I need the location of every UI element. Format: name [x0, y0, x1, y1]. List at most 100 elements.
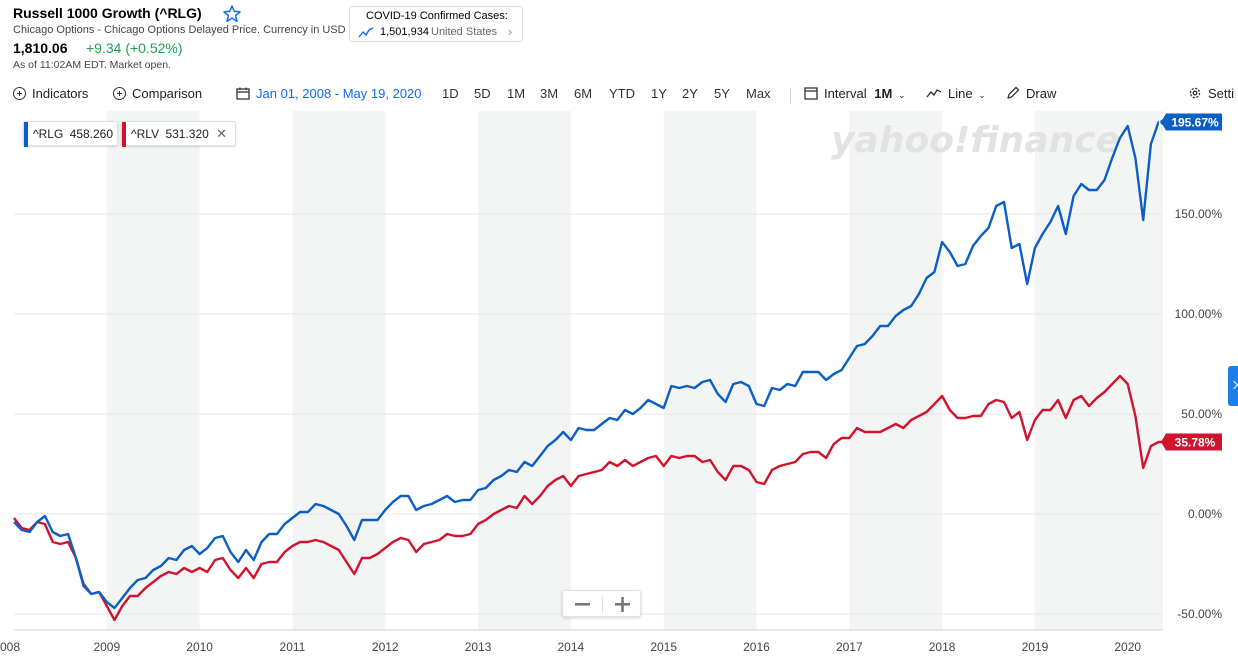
x-tick-label: 2017	[836, 640, 863, 654]
quote-price: 1,810.06	[13, 40, 68, 56]
x-tick-label: 008	[0, 640, 20, 654]
x-axis-labels: 008 2009 2010 2011 2012 2013 2014 2015 2016 2017 2…	[0, 640, 1141, 654]
y-axis-labels: 150.00% 100.00% 50.00% 0.00% -50.00%	[1175, 207, 1223, 621]
chevron-down-icon: ⌄	[978, 90, 986, 100]
comparison-button[interactable]: Comparison	[113, 86, 202, 101]
zoom-out-button[interactable]	[563, 591, 602, 618]
quote-subtitle: Chicago Options - Chicago Options Delaye…	[13, 24, 346, 36]
star-outline-icon[interactable]	[222, 4, 242, 24]
year-bands	[106, 111, 1163, 630]
x-tick-label: 2011	[280, 640, 306, 654]
legend-rlg-swatch	[24, 122, 28, 147]
interval-label: Interval	[824, 86, 867, 101]
calendar-icon	[236, 87, 250, 100]
x-tick-label: 2010	[186, 640, 213, 654]
year-band-2015	[663, 111, 757, 630]
range-ytd[interactable]: YTD	[609, 86, 635, 101]
grid-lines	[14, 213, 1163, 631]
covid-location: United States	[431, 26, 498, 38]
legend-rlg[interactable]: ^RLG 458.260	[23, 121, 118, 147]
legend-rlg-symbol: ^RLG	[33, 127, 64, 141]
x-tick-label: 2012	[372, 640, 399, 654]
year-band-2013	[478, 111, 571, 630]
candle-interval-icon	[804, 87, 818, 100]
chart-type-label: Line	[948, 86, 973, 101]
comparison-label: Comparison	[132, 86, 203, 101]
y-tick-label: -50.00%	[1177, 607, 1222, 621]
plus-icon	[615, 597, 630, 612]
covid-widget[interactable]: COVID-19 Confirmed Cases: 1,501,934 Unit…	[349, 6, 523, 42]
legend-rlg-value: 458.260	[69, 127, 114, 141]
yahoo-finance-watermark: yahoo!finance	[831, 120, 1120, 161]
range-max[interactable]: Max	[746, 86, 771, 101]
settings-label: Setti	[1208, 86, 1235, 101]
last-value-badge-rlv	[1161, 433, 1222, 451]
draw-button[interactable]: Draw	[1006, 86, 1056, 101]
year-band-2017	[849, 111, 943, 630]
legend-rlv-value: 531.320	[165, 127, 209, 141]
x-tick-label: 2014	[558, 640, 585, 654]
range-1d[interactable]: 1D	[442, 86, 459, 101]
zoom-in-button[interactable]	[603, 591, 642, 618]
trend-line-icon	[358, 27, 374, 38]
series-line-rlg	[13, 120, 1163, 610]
range-6m[interactable]: 6M	[574, 86, 593, 101]
year-band-2011	[292, 111, 386, 630]
range-5y[interactable]: 5Y	[714, 86, 730, 101]
x-tick-label: 2015	[650, 640, 677, 654]
quote-as-of: As of 11:02AM EDT. Market open.	[13, 59, 171, 71]
remove-comparison-icon[interactable]: ✕	[216, 126, 227, 141]
zoom-controls	[562, 590, 641, 617]
range-2y[interactable]: 2Y	[682, 86, 698, 101]
plus-circle-icon	[13, 87, 26, 100]
year-band-2009	[106, 111, 200, 630]
toolbar-divider	[790, 88, 791, 104]
series-line-rlv	[13, 374, 1163, 622]
legend-rlv[interactable]: ^RLV 531.320 ✕	[121, 121, 236, 147]
legend-rlv-text: ^RLV 531.320	[131, 127, 209, 141]
draw-label: Draw	[1026, 86, 1057, 101]
x-tick-label: 2018	[929, 640, 956, 654]
interval-value: 1M	[874, 86, 893, 101]
range-3m[interactable]: 3M	[540, 86, 559, 101]
covid-title: COVID-19 Confirmed Cases:	[366, 10, 508, 22]
legend-rlg-text: ^RLG 458.260	[33, 127, 113, 141]
x-tick-label: 2013	[465, 640, 492, 654]
x-tick-label: 2019	[1022, 640, 1049, 654]
quote-change: +9.34 (+0.52%)	[86, 40, 183, 56]
minus-icon	[575, 603, 590, 606]
covid-count: 1,501,934	[380, 26, 429, 38]
y-tick-label: 50.00%	[1181, 407, 1222, 421]
last-value-badge-rlg	[1161, 113, 1222, 131]
chart-type-button[interactable]: Line ⌄	[926, 86, 986, 101]
legend-rlv-swatch	[122, 122, 126, 147]
pencil-icon	[1007, 86, 1020, 99]
y-tick-label: 100.00%	[1175, 307, 1223, 321]
indicators-button[interactable]: Indicators	[13, 86, 88, 101]
quote-title: Russell 1000 Growth (^RLG)	[13, 5, 202, 21]
range-1y[interactable]: 1Y	[651, 86, 667, 101]
expand-panel-tab[interactable]	[1228, 366, 1238, 406]
date-range-label: Jan 01, 2008 - May 19, 2020	[256, 86, 422, 101]
gear-icon	[1189, 87, 1201, 99]
chevron-down-icon: ⌄	[897, 90, 906, 100]
range-1m[interactable]: 1M	[507, 86, 526, 101]
last-value-label-rlg: 195.67%	[1171, 116, 1219, 130]
chevron-right-icon: ›	[508, 24, 513, 39]
indicators-label: Indicators	[32, 86, 89, 101]
line-chart-icon	[926, 89, 942, 98]
zoom-divider	[602, 596, 603, 613]
legend-rlv-symbol: ^RLV	[131, 127, 160, 141]
settings-button[interactable]: Setti	[1188, 86, 1234, 101]
x-tick-label: 2020	[1114, 640, 1141, 654]
series-lines	[13, 120, 1163, 622]
last-value-label-rlv: 35.78%	[1175, 436, 1216, 450]
y-tick-label: 150.00%	[1175, 207, 1223, 221]
chart-toolbar: Indicators Comparison Jan 01, 2008 - May…	[0, 83, 1238, 107]
plus-circle-icon	[113, 87, 126, 100]
date-range-button[interactable]: Jan 01, 2008 - May 19, 2020	[236, 86, 422, 101]
interval-button[interactable]: Interval 1M ⌄	[804, 86, 906, 101]
range-5d[interactable]: 5D	[474, 86, 491, 101]
x-tick-label: 2016	[743, 640, 770, 654]
